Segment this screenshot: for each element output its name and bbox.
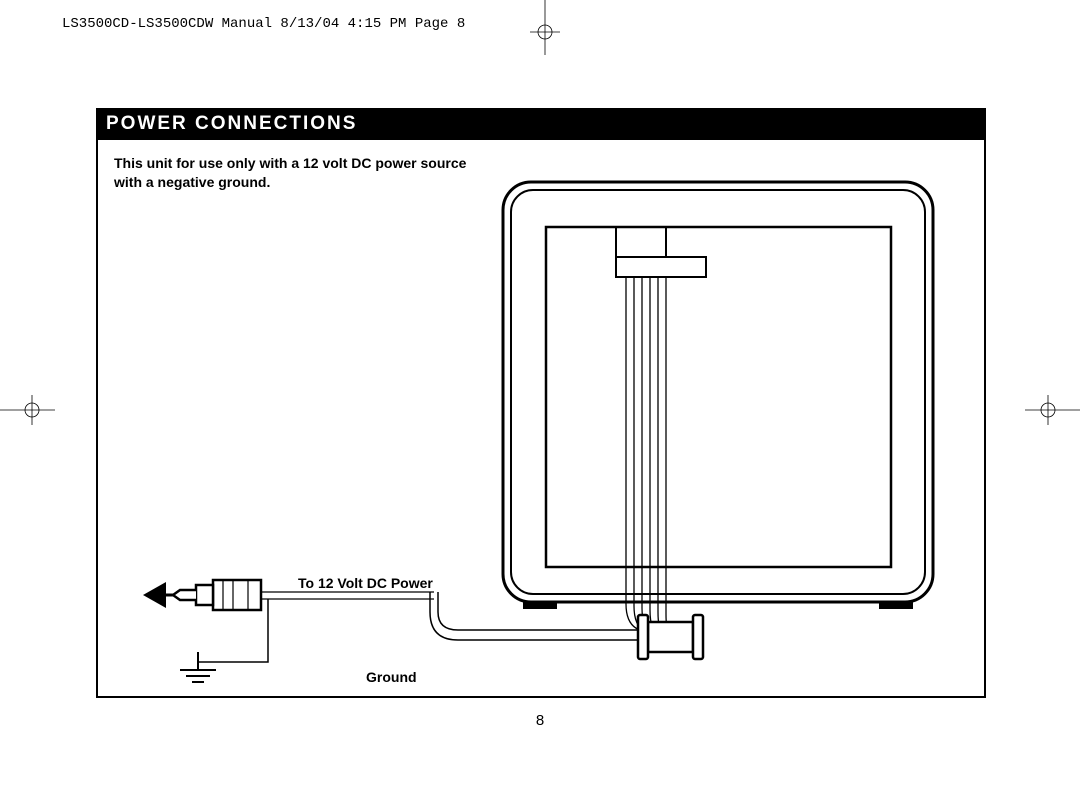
document-header: LS3500CD-LS3500CDW Manual 8/13/04 4:15 P… bbox=[62, 16, 465, 32]
section-title: POWER CONNECTIONS bbox=[96, 108, 986, 140]
page-frame: POWER CONNECTIONS This unit for use only… bbox=[96, 108, 986, 698]
power-diagram: To 12 Volt DC Power Ground bbox=[118, 162, 968, 692]
power-label: To 12 Volt DC Power bbox=[298, 575, 433, 591]
registration-mark-left bbox=[0, 395, 55, 425]
page-number: 8 bbox=[0, 712, 1080, 729]
registration-mark-top bbox=[530, 0, 560, 55]
ground-label: Ground bbox=[366, 669, 417, 685]
registration-mark-right bbox=[1025, 395, 1080, 425]
